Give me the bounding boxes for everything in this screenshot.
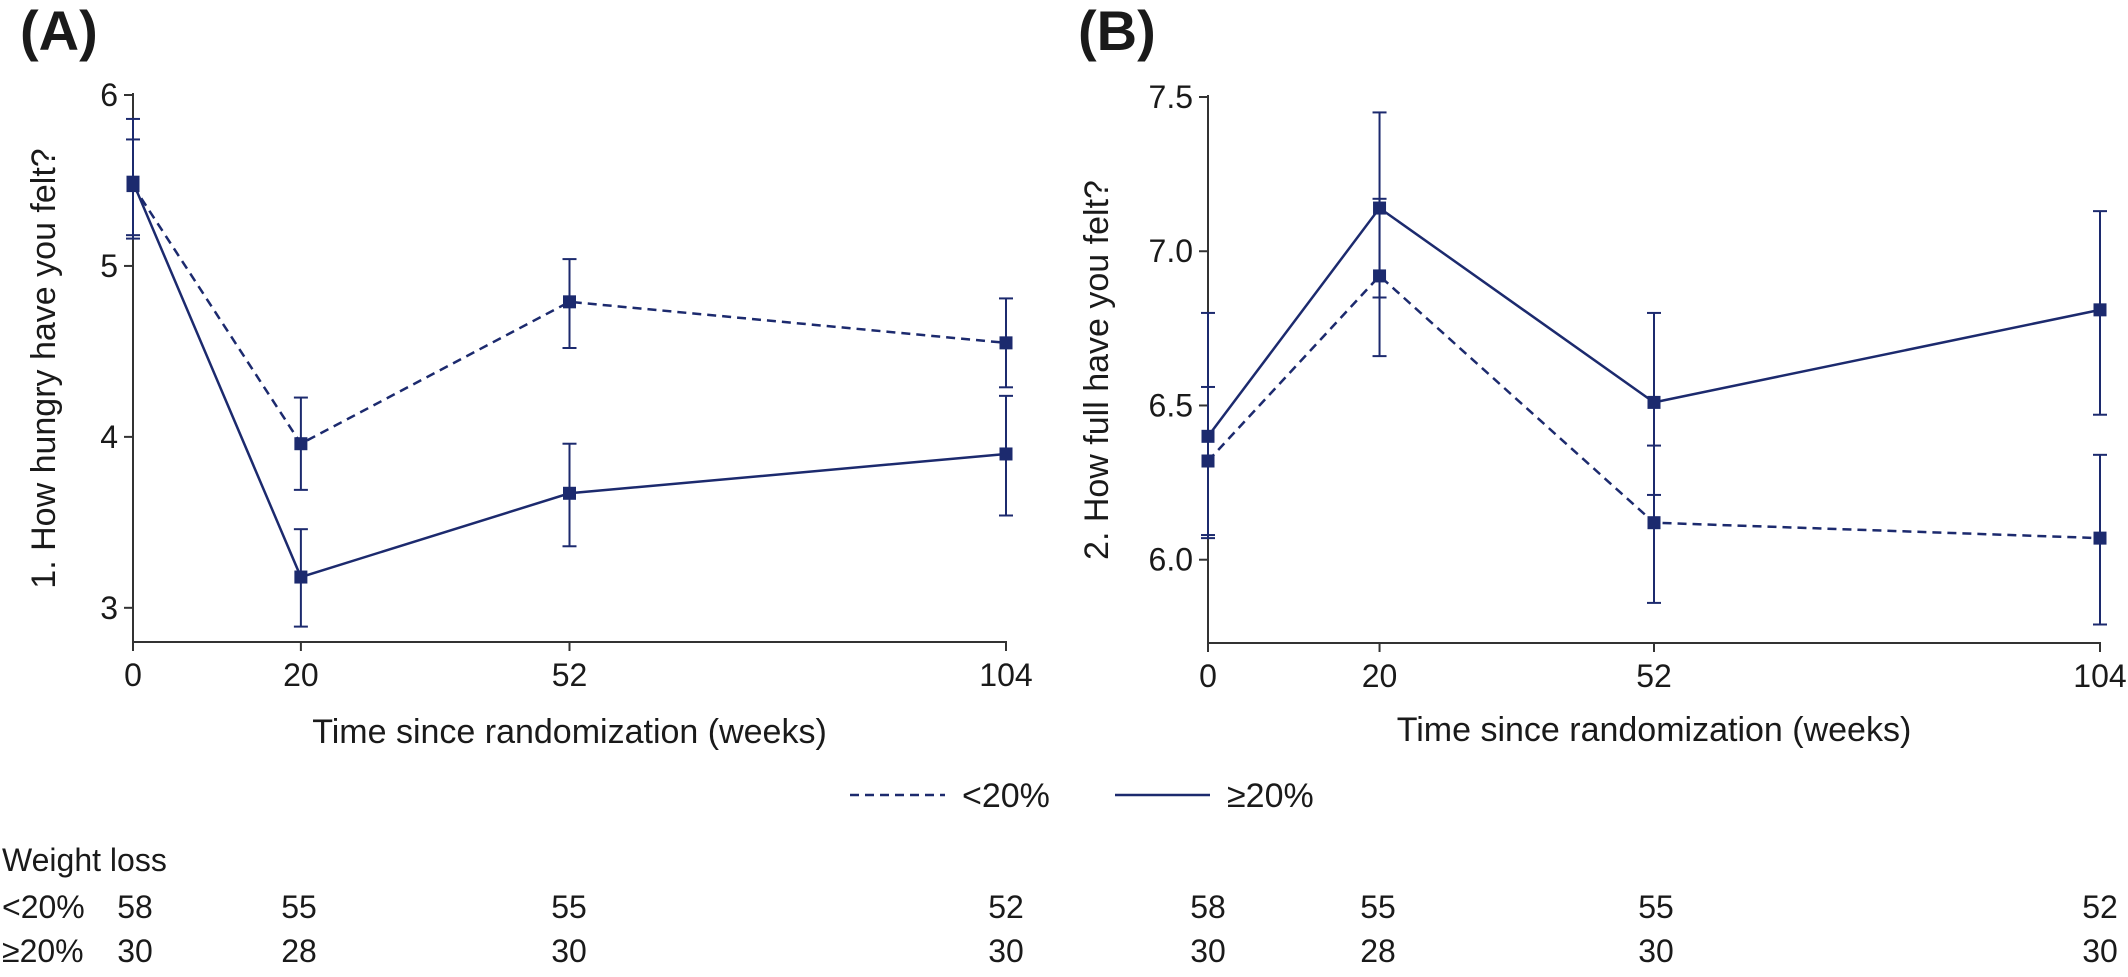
panel-a-chart: (A) 3 4 5 6 0 20 52 104 Time since randomization …	[20, 0, 1033, 751]
panel-a-y-axis-title: 1. How hungry have you felt?	[25, 148, 63, 588]
panel-a-x-axis-title: Time since randomization (weeks)	[312, 713, 827, 751]
risk-table-count-a-ge20: 30	[988, 933, 1024, 969]
risk-table-count-b-lt20: 52	[2082, 889, 2118, 925]
risk-table: Weight loss <20% 58 55 55 52 58 55 55 52 ≥20% 30 28 3…	[2, 842, 2118, 969]
panel-a-label: (A)	[20, 0, 98, 62]
panel-b-y-axis-title: 2. How full have you felt?	[1078, 180, 1116, 560]
risk-table-count-a-ge20: 30	[117, 933, 153, 969]
panel-a-y-tick-label: 3	[100, 590, 118, 626]
panel-b-x-axis-title: Time since randomization (weeks)	[1397, 711, 1912, 749]
panel-a-y-tick-label: 4	[100, 419, 118, 455]
panel-a-x-tick-label: 52	[552, 657, 588, 693]
risk-table-count-a-ge20: 28	[281, 933, 317, 969]
risk-table-count-a-ge20: 30	[551, 933, 587, 969]
risk-table-count-b-ge20: 28	[1360, 933, 1396, 969]
panel-b-y-tick-label: 7.0	[1149, 233, 1193, 269]
panel-b-y-tick-label: 6.5	[1149, 387, 1193, 423]
panel-b-y-tick-label: 7.5	[1149, 79, 1193, 115]
panel-b-x-tick-label: 0	[1199, 658, 1217, 694]
risk-table-row-label-ge20: ≥20%	[2, 933, 84, 969]
panel-a-x-tick-label: 20	[283, 657, 319, 693]
panel-b-series-ge20-line	[1207, 206, 2101, 438]
risk-table-count-b-ge20: 30	[1190, 933, 1226, 969]
panel-b-series-lt20-line	[1207, 274, 2101, 540]
risk-table-count-b-lt20: 58	[1190, 889, 1226, 925]
panel-a-series-ge20-line	[131, 181, 1007, 579]
risk-table-count-a-lt20: 55	[551, 889, 587, 925]
risk-table-count-a-lt20: 52	[988, 889, 1024, 925]
panel-a-x-tick-label: 0	[124, 657, 142, 693]
risk-table-header: Weight loss	[2, 842, 167, 878]
panel-a-x-tick-label: 104	[979, 657, 1032, 693]
risk-table-count-b-lt20: 55	[1360, 889, 1396, 925]
risk-table-count-a-lt20: 58	[117, 889, 153, 925]
panel-a-series-ge20-point	[563, 486, 576, 500]
risk-table-count-b-ge20: 30	[2082, 933, 2118, 969]
panel-b-series-ge20-point	[2093, 303, 2107, 317]
panel-b-y-tick-label: 6.0	[1149, 542, 1193, 578]
panel-b-x-tick-label: 20	[1362, 658, 1398, 694]
risk-table-count-b-lt20: 55	[1638, 889, 1674, 925]
panel-b-series-ge20-point	[1647, 395, 1661, 409]
panel-a-series-lt20-point	[999, 336, 1013, 350]
risk-table-row-label-lt20: <20%	[2, 889, 85, 925]
risk-table-count-b-ge20: 30	[1638, 933, 1674, 969]
panel-a-series-ge20-point	[999, 447, 1013, 461]
panel-a-series-ge20-point	[126, 175, 140, 189]
panel-a-series-lt20-line	[131, 184, 1007, 446]
panel-b-x-tick-label: 52	[1636, 658, 1672, 694]
panel-b-series-ge20-point	[1201, 429, 1215, 443]
legend-label: <20%	[962, 777, 1050, 815]
panel-a-y-tick-label: 5	[100, 248, 118, 284]
panel-b-label: (B)	[1078, 0, 1156, 62]
panel-b-series-lt20-point	[1647, 516, 1661, 530]
panel-b-series-lt20-point	[2093, 531, 2107, 545]
panel-a-series-lt20-point	[294, 437, 308, 451]
panel-a-series-lt20-point	[563, 295, 576, 309]
panel-b-series-ge20-point	[1373, 201, 1387, 215]
panel-b-chart: (B) 6.0 6.5 7.0 7.5 0 20 52 104 Time since random…	[1078, 0, 2127, 749]
legend: <20% ≥20%	[850, 777, 1314, 815]
panel-b-x-tick-label: 104	[2073, 658, 2126, 694]
risk-table-count-a-lt20: 55	[281, 889, 317, 925]
legend-label: ≥20%	[1227, 777, 1314, 815]
panel-a-y-tick-label: 6	[100, 77, 118, 113]
panel-a-series-ge20-point	[294, 570, 308, 584]
